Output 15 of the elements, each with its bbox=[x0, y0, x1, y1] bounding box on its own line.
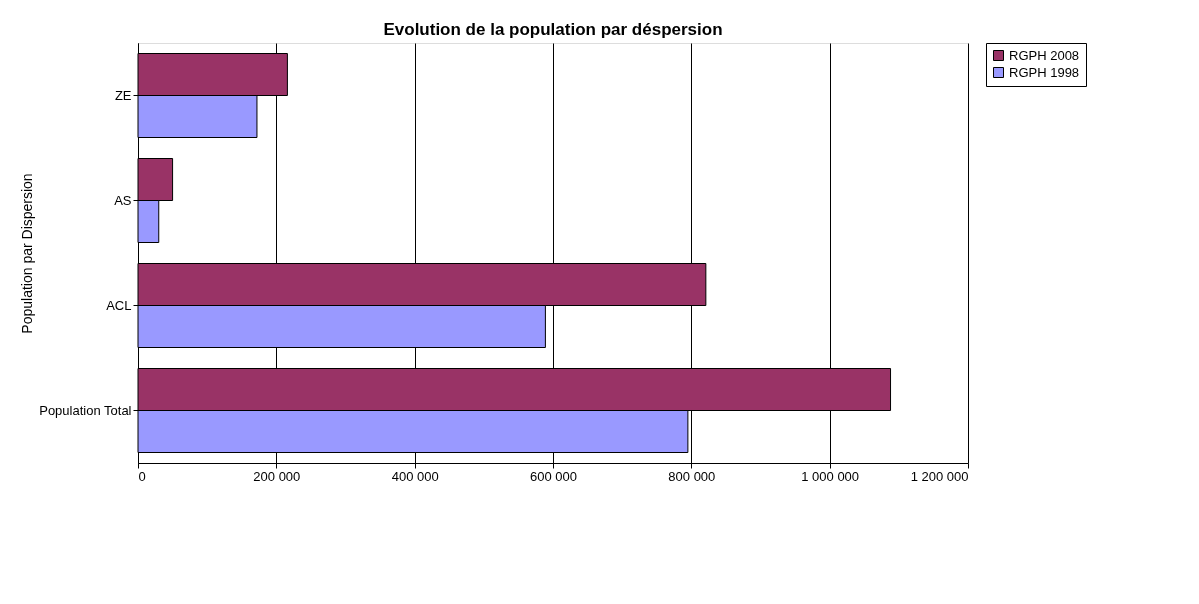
x-tick-label: 600 000 bbox=[530, 468, 577, 484]
y-axis-title: Population par Dispersion bbox=[18, 173, 35, 334]
legend-label: RGPH 1998 bbox=[1009, 64, 1080, 80]
x-tick-label: 800 000 bbox=[668, 468, 716, 484]
y-tick-label: AS bbox=[114, 192, 132, 208]
chart-title: Evolution de la population par déspersion bbox=[383, 19, 723, 39]
legend-label: RGPH 2008 bbox=[1009, 47, 1080, 63]
x-tick-label: 1 200 000 bbox=[910, 468, 969, 484]
x-tick-label: 0 bbox=[138, 468, 146, 484]
x-tick-label: 200 000 bbox=[253, 468, 301, 484]
y-tick-label: ZE bbox=[114, 87, 132, 103]
y-tick-label: Population Total bbox=[39, 402, 132, 418]
x-tick-label: 1 000 000 bbox=[801, 468, 860, 484]
x-tick-label: 400 000 bbox=[391, 468, 439, 484]
y-tick-label: ACL bbox=[106, 297, 132, 313]
